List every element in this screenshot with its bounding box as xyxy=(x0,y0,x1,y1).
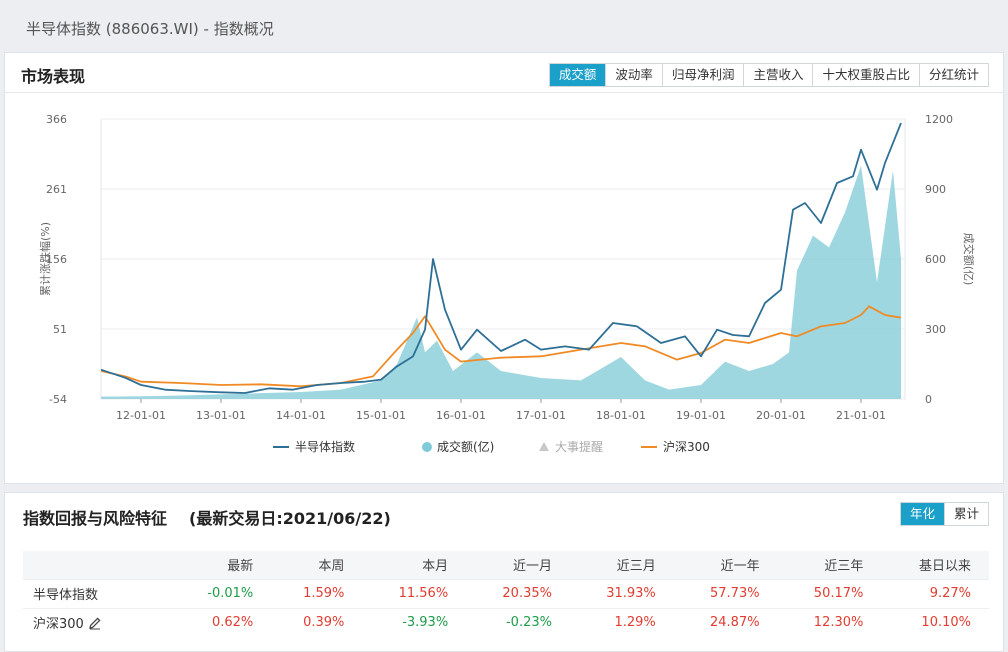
table-cell: 0.62% xyxy=(173,607,272,637)
table-cell: 0.39% xyxy=(271,607,363,637)
table-cell: -0.23% xyxy=(466,607,570,637)
risk-tabs: 年化 累计 xyxy=(899,502,989,526)
tab-volatility[interactable]: 波动率 xyxy=(605,64,662,86)
table-cell: 11.56% xyxy=(362,578,467,608)
y-right-tick-label: 0 xyxy=(925,393,932,406)
table-header-row: 最新 本周 本月 近一月 近三月 近一年 近三年 基日以来 xyxy=(23,551,989,579)
table-cell: 20.35% xyxy=(466,578,570,608)
tab-top10-weight[interactable]: 十大权重股占比 xyxy=(812,64,919,86)
y-right-tick-label: 900 xyxy=(925,183,946,196)
column-header: 近一月 xyxy=(466,551,570,579)
risk-title-text: 指数回报与风险特征 xyxy=(23,509,168,528)
tab-revenue[interactable]: 主营收入 xyxy=(743,64,813,86)
page-title: 半导体指数 (886063.WI) - 指数概况 xyxy=(26,20,274,38)
column-header: 近一年 xyxy=(673,551,778,579)
table-row: 半导体指数 -0.01% 1.59% 11.56% 20.35% 31.93% … xyxy=(23,578,989,608)
x-tick-label: 16-01-01 xyxy=(436,409,486,422)
legend-label: 大事提醒 xyxy=(555,439,603,454)
y-right-tick-label: 1200 xyxy=(925,113,953,126)
tab-annualized[interactable]: 年化 xyxy=(900,503,944,525)
column-header: 本周 xyxy=(271,551,363,579)
tab-turnover[interactable]: 成交额 xyxy=(549,64,606,86)
x-tick-label: 14-01-01 xyxy=(276,409,326,422)
legend-label: 成交额(亿) xyxy=(437,439,494,454)
tab-net-profit[interactable]: 归母净利润 xyxy=(661,64,744,86)
y-left-axis-label: 累计涨跌幅(%) xyxy=(38,222,52,296)
table-cell: 57.73% xyxy=(673,578,778,608)
column-header xyxy=(23,551,173,579)
y-left-tick-label: -54 xyxy=(49,393,67,406)
legend-marker-events xyxy=(539,442,549,451)
latest-trade-date: (最新交易日:2021/06/22) xyxy=(189,509,391,528)
table-cell: 31.93% xyxy=(569,578,674,608)
legend-marker-volume xyxy=(422,442,432,452)
y-left-tick-label: 156 xyxy=(46,253,67,266)
table-cell: -3.93% xyxy=(362,607,467,637)
series-index-line xyxy=(100,122,902,394)
x-tick-label: 13-01-01 xyxy=(196,409,246,422)
table-row: 沪深300 0.62% 0.39% -3.93% -0.23% 1.29% 24… xyxy=(23,607,989,637)
edit-icon[interactable] xyxy=(88,616,102,630)
table-cell: 50.17% xyxy=(777,578,882,608)
y-left-tick-label: 51 xyxy=(53,323,67,336)
y-left-tick-label: 261 xyxy=(46,183,67,196)
market-panel-title: 市场表现 xyxy=(21,67,86,86)
returns-table: 最新 本周 本月 近一月 近三月 近一年 近三年 基日以来 半导体指数 -0.0… xyxy=(23,551,989,637)
column-header: 近三月 xyxy=(569,551,674,579)
market-performance-panel: 市场表现 成交额 波动率 归母净利润 主营收入 十大权重股占比 分红统计 -54… xyxy=(4,52,1004,484)
table-cell: 9.27% xyxy=(881,578,989,608)
table-cell: 1.29% xyxy=(569,607,674,637)
table-cell: 1.59% xyxy=(271,578,363,608)
column-header: 最新 xyxy=(173,551,272,579)
x-tick-label: 12-01-01 xyxy=(116,409,166,422)
risk-panel-title: 指数回报与风险特征 (最新交易日:2021/06/22) xyxy=(23,505,391,529)
tab-dividend[interactable]: 分红统计 xyxy=(918,64,988,86)
column-header: 本月 xyxy=(362,551,467,579)
legend-label: 沪深300 xyxy=(663,440,710,454)
market-panel-header: 市场表现 成交额 波动率 归母净利润 主营收入 十大权重股占比 分红统计 xyxy=(5,53,1003,93)
return-risk-panel: 指数回报与风险特征 (最新交易日:2021/06/22) 年化 累计 最新 本周 … xyxy=(4,492,1004,652)
table-cell: 10.10% xyxy=(881,607,989,637)
row-name-text: 沪深300 xyxy=(33,617,84,633)
tab-cumulative[interactable]: 累计 xyxy=(943,503,988,525)
series-hs300-line xyxy=(100,305,902,388)
table-cell: 24.87% xyxy=(673,607,778,637)
x-tick-label: 18-01-01 xyxy=(596,409,646,422)
y-right-tick-label: 600 xyxy=(925,253,946,266)
row-name: 半导体指数 xyxy=(23,578,173,608)
x-tick-label: 15-01-01 xyxy=(356,409,406,422)
column-header: 近三年 xyxy=(777,551,882,579)
column-header: 基日以来 xyxy=(881,551,989,579)
table-cell: -0.01% xyxy=(173,578,272,608)
y-right-axis-label: 成交额(亿) xyxy=(962,233,976,286)
series-volume-area xyxy=(101,165,901,399)
x-tick-label: 17-01-01 xyxy=(516,409,566,422)
x-tick-label: 20-01-01 xyxy=(756,409,806,422)
x-tick-label: 19-01-01 xyxy=(676,409,726,422)
x-tick-label: 21-01-01 xyxy=(836,409,886,422)
row-name: 沪深300 xyxy=(23,607,173,637)
legend-label: 半导体指数 xyxy=(295,439,355,454)
table-cell: 12.30% xyxy=(777,607,882,637)
market-chart[interactable]: -54 51 156 261 366 0 300 600 900 1200 12-01-01 13-0… xyxy=(5,93,1003,483)
y-right-tick-label: 300 xyxy=(925,323,946,336)
market-tabs: 成交额 波动率 归母净利润 主营收入 十大权重股占比 分红统计 xyxy=(548,63,989,87)
y-left-tick-label: 366 xyxy=(46,113,67,126)
